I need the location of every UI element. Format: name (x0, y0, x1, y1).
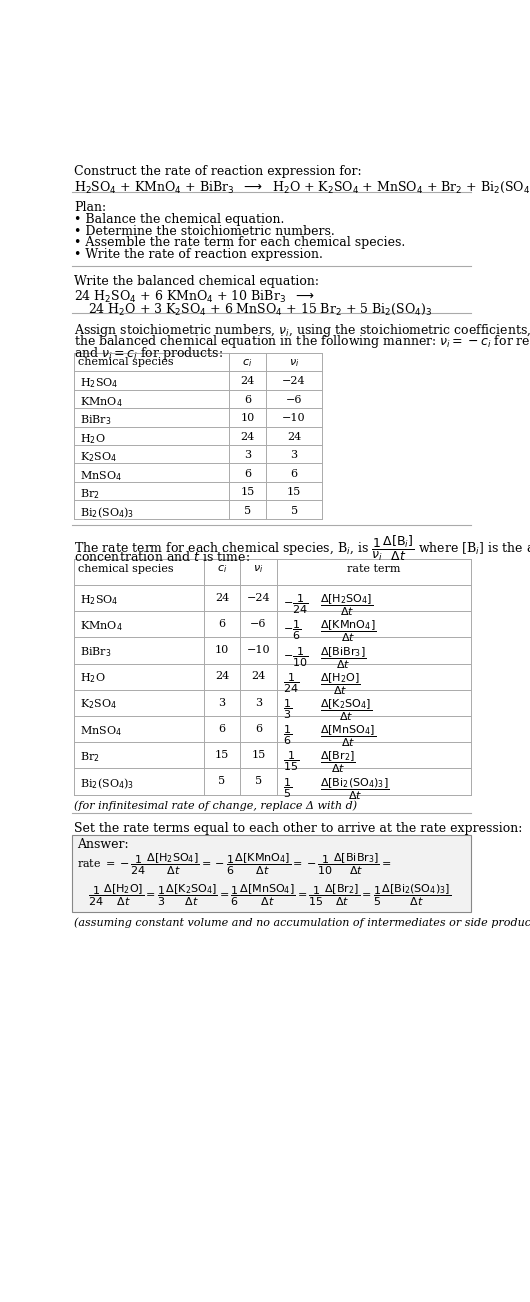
Text: Br$_2$: Br$_2$ (80, 487, 100, 501)
Text: 5: 5 (255, 776, 262, 786)
Text: 5: 5 (290, 505, 298, 516)
Text: KMnO$_4$: KMnO$_4$ (80, 395, 123, 409)
Text: $\dfrac{1}{24}\dfrac{\Delta[\mathrm{H_2O}]}{\Delta t} = \dfrac{1}{3}\dfrac{\Delt: $\dfrac{1}{24}\dfrac{\Delta[\mathrm{H_2O… (88, 883, 451, 907)
Text: Answer:: Answer: (77, 838, 129, 852)
Text: Write the balanced chemical equation:: Write the balanced chemical equation: (74, 275, 319, 288)
Text: $\dfrac{\Delta[\mathrm{Bi_2(SO_4)_3}]}{\Delta t}$: $\dfrac{\Delta[\mathrm{Bi_2(SO_4)_3}]}{\… (321, 776, 390, 802)
Text: H$_2$SO$_4$ + KMnO$_4$ + BiBr$_3$  $\longrightarrow$  H$_2$O + K$_2$SO$_4$ + MnS: H$_2$SO$_4$ + KMnO$_4$ + BiBr$_3$ $\long… (74, 180, 530, 194)
Text: $\nu_i$: $\nu_i$ (289, 357, 299, 368)
Text: 24: 24 (215, 592, 229, 603)
Text: chemical species: chemical species (78, 357, 173, 367)
Text: K$_2$SO$_4$: K$_2$SO$_4$ (80, 698, 117, 711)
Text: 24: 24 (251, 672, 266, 681)
Text: (assuming constant volume and no accumulation of intermediates or side products): (assuming constant volume and no accumul… (74, 918, 530, 928)
Text: the balanced chemical equation in the following manner: $\nu_i = -c_i$ for react: the balanced chemical equation in the fo… (74, 333, 530, 350)
Text: H$_2$SO$_4$: H$_2$SO$_4$ (80, 376, 119, 391)
Text: $c_i$: $c_i$ (243, 357, 253, 368)
Text: −6: −6 (286, 395, 302, 405)
Text: −24: −24 (282, 376, 306, 387)
Text: 3: 3 (218, 698, 226, 707)
Text: 24 H$_2$SO$_4$ + 6 KMnO$_4$ + 10 BiBr$_3$  $\longrightarrow$: 24 H$_2$SO$_4$ + 6 KMnO$_4$ + 10 BiBr$_3… (74, 289, 315, 305)
Text: $\dfrac{\Delta[\mathrm{BiBr_3}]}{\Delta t}$: $\dfrac{\Delta[\mathrm{BiBr_3}]}{\Delta … (321, 646, 367, 671)
Text: KMnO$_4$: KMnO$_4$ (80, 618, 123, 633)
Text: H$_2$O: H$_2$O (80, 672, 106, 685)
Text: 3: 3 (290, 450, 298, 461)
Text: $\dfrac{\Delta[\mathrm{KMnO_4}]}{\Delta t}$: $\dfrac{\Delta[\mathrm{KMnO_4}]}{\Delta … (321, 618, 377, 644)
Text: $-\dfrac{1}{10}$: $-\dfrac{1}{10}$ (283, 646, 309, 669)
Text: rate $= -\dfrac{1}{24}\dfrac{\Delta[\mathrm{H_2SO_4}]}{\Delta t} = -\dfrac{1}{6}: rate $= -\dfrac{1}{24}\dfrac{\Delta[\mat… (77, 852, 392, 878)
Text: $-\dfrac{1}{24}$: $-\dfrac{1}{24}$ (283, 592, 309, 616)
Text: 6: 6 (290, 469, 298, 479)
Text: • Write the rate of reaction expression.: • Write the rate of reaction expression. (74, 247, 323, 260)
Text: 24: 24 (241, 432, 255, 441)
Text: $\nu_i$: $\nu_i$ (253, 564, 263, 575)
Text: −10: −10 (282, 414, 306, 423)
Text: −6: −6 (250, 618, 267, 629)
Text: 15: 15 (241, 487, 255, 497)
Text: $\dfrac{\Delta[\mathrm{H_2SO_4}]}{\Delta t}$: $\dfrac{\Delta[\mathrm{H_2SO_4}]}{\Delta… (321, 592, 374, 618)
Text: 6: 6 (244, 395, 251, 405)
Text: 6: 6 (218, 724, 226, 734)
Text: Assign stoichiometric numbers, $\nu_i$, using the stoichiometric coefficients, $: Assign stoichiometric numbers, $\nu_i$, … (74, 322, 530, 339)
Text: Plan:: Plan: (74, 201, 106, 214)
Text: −10: −10 (246, 646, 270, 655)
Text: Construct the rate of reaction expression for:: Construct the rate of reaction expressio… (74, 165, 361, 178)
Text: concentration and $t$ is time:: concentration and $t$ is time: (74, 549, 250, 564)
Text: 24: 24 (241, 376, 255, 387)
Text: 15: 15 (251, 750, 266, 760)
FancyBboxPatch shape (73, 835, 471, 911)
Text: 6: 6 (244, 469, 251, 479)
Text: $\dfrac{\Delta[\mathrm{H_2O}]}{\Delta t}$: $\dfrac{\Delta[\mathrm{H_2O}]}{\Delta t}… (321, 672, 361, 697)
Text: $\dfrac{\Delta[\mathrm{K_2SO_4}]}{\Delta t}$: $\dfrac{\Delta[\mathrm{K_2SO_4}]}{\Delta… (321, 698, 373, 723)
Text: The rate term for each chemical species, B$_i$, is $\dfrac{1}{\nu_i}\dfrac{\Delt: The rate term for each chemical species,… (74, 534, 530, 564)
Text: • Assemble the rate term for each chemical species.: • Assemble the rate term for each chemic… (74, 237, 405, 249)
Text: BiBr$_3$: BiBr$_3$ (80, 646, 112, 659)
Text: • Determine the stoichiometric numbers.: • Determine the stoichiometric numbers. (74, 225, 335, 238)
Text: 24: 24 (215, 672, 229, 681)
Text: H$_2$O: H$_2$O (80, 432, 106, 445)
Text: $\dfrac{1}{3}$: $\dfrac{1}{3}$ (283, 698, 293, 721)
Text: (for infinitesimal rate of change, replace Δ with d): (for infinitesimal rate of change, repla… (74, 801, 357, 811)
Text: $\dfrac{1}{6}$: $\dfrac{1}{6}$ (283, 724, 293, 747)
Text: $\dfrac{1}{24}$: $\dfrac{1}{24}$ (283, 672, 299, 695)
Text: • Balance the chemical equation.: • Balance the chemical equation. (74, 214, 285, 227)
Text: 10: 10 (241, 414, 255, 423)
Text: 15: 15 (215, 750, 229, 760)
Text: $-\dfrac{1}{6}$: $-\dfrac{1}{6}$ (283, 618, 302, 642)
Text: 24 H$_2$O + 3 K$_2$SO$_4$ + 6 MnSO$_4$ + 15 Br$_2$ + 5 Bi$_2$(SO$_4$)$_3$: 24 H$_2$O + 3 K$_2$SO$_4$ + 6 MnSO$_4$ +… (88, 302, 432, 316)
Text: 6: 6 (255, 724, 262, 734)
Text: 6: 6 (218, 618, 226, 629)
Text: $\dfrac{1}{15}$: $\dfrac{1}{15}$ (283, 750, 299, 773)
Text: and $\nu_i = c_i$ for products:: and $\nu_i = c_i$ for products: (74, 345, 223, 362)
Text: BiBr$_3$: BiBr$_3$ (80, 414, 112, 427)
Text: 5: 5 (244, 505, 251, 516)
Text: MnSO$_4$: MnSO$_4$ (80, 469, 122, 483)
Text: 3: 3 (244, 450, 251, 461)
Text: Bi$_2$(SO$_4$)$_3$: Bi$_2$(SO$_4$)$_3$ (80, 776, 135, 790)
Text: $\dfrac{\Delta[\mathrm{MnSO_4}]}{\Delta t}$: $\dfrac{\Delta[\mathrm{MnSO_4}]}{\Delta … (321, 724, 377, 749)
Text: 10: 10 (215, 646, 229, 655)
Text: rate term: rate term (347, 564, 401, 574)
Text: chemical species: chemical species (78, 564, 173, 574)
Text: K$_2$SO$_4$: K$_2$SO$_4$ (80, 450, 117, 465)
Text: Set the rate terms equal to each other to arrive at the rate expression:: Set the rate terms equal to each other t… (74, 823, 523, 836)
Text: MnSO$_4$: MnSO$_4$ (80, 724, 122, 737)
Text: H$_2$SO$_4$: H$_2$SO$_4$ (80, 592, 119, 607)
Text: −24: −24 (246, 592, 270, 603)
Text: $\dfrac{\Delta[\mathrm{Br_2}]}{\Delta t}$: $\dfrac{\Delta[\mathrm{Br_2}]}{\Delta t}… (321, 750, 356, 776)
Text: $\dfrac{1}{5}$: $\dfrac{1}{5}$ (283, 776, 293, 799)
Text: 24: 24 (287, 432, 301, 441)
Text: 3: 3 (255, 698, 262, 707)
Text: 5: 5 (218, 776, 226, 786)
Text: 15: 15 (287, 487, 301, 497)
Text: Br$_2$: Br$_2$ (80, 750, 100, 764)
Text: Bi$_2$(SO$_4$)$_3$: Bi$_2$(SO$_4$)$_3$ (80, 505, 135, 521)
Text: $c_i$: $c_i$ (217, 564, 227, 575)
